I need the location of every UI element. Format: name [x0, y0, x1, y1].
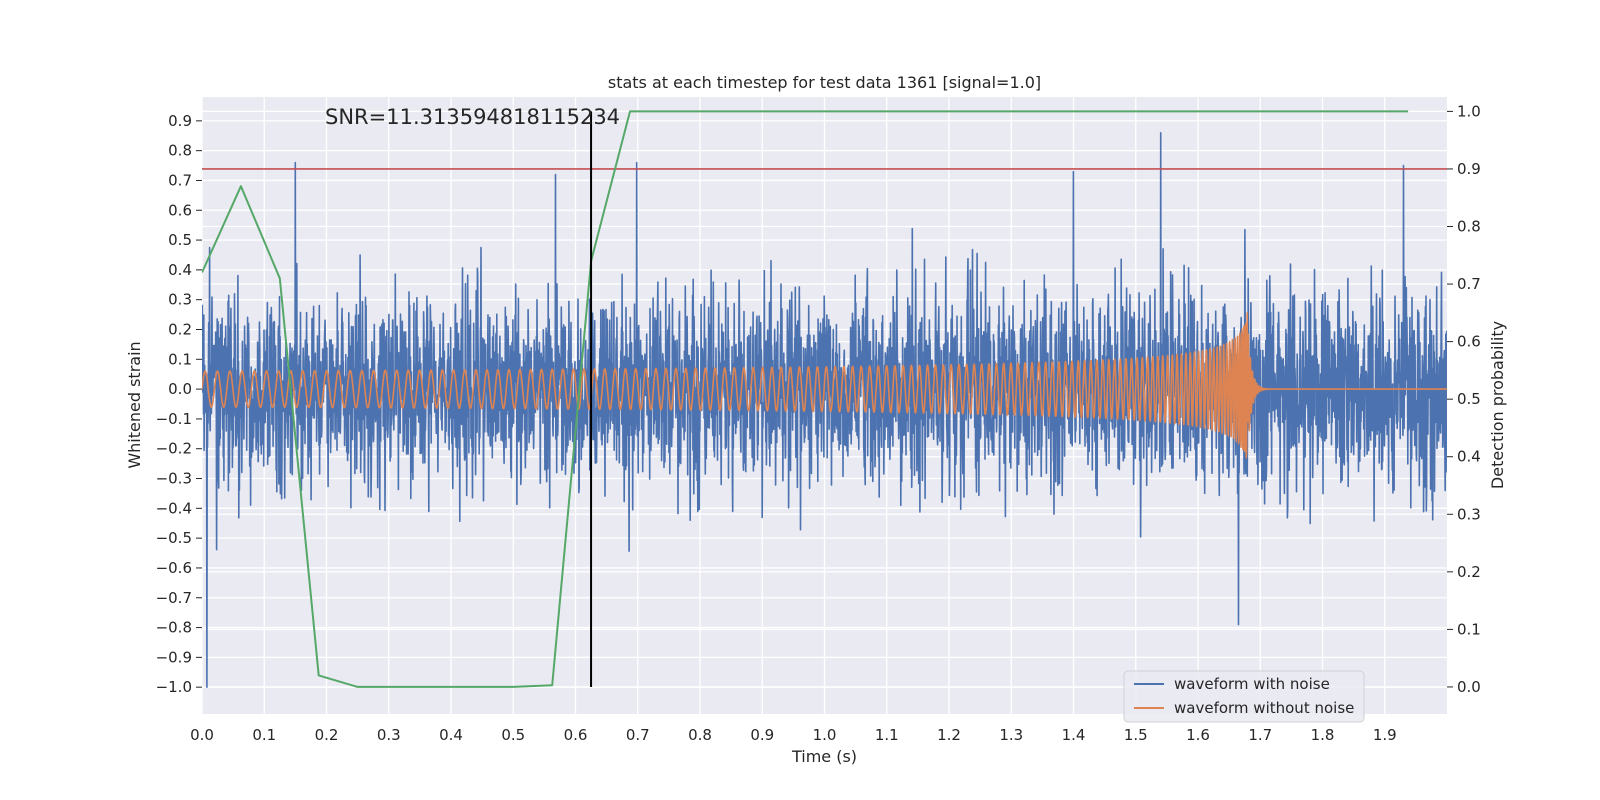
chart-title: stats at each timestep for test data 136…	[608, 73, 1041, 92]
y2-tick-label: 0.5	[1457, 390, 1481, 408]
y-tick-label: 0.6	[168, 201, 192, 219]
y2-tick-label: 0.7	[1457, 275, 1481, 293]
y2-tick-label: 0.0	[1457, 678, 1481, 696]
x-tick-label: 0.3	[377, 726, 401, 744]
x-tick-label: 1.4	[1062, 726, 1086, 744]
ticks: 0.0 0.1 0.2 0.3 0.4 0.5 0.6 0.7 0.8 0.9 1.0 1.1 1.2 1…	[156, 102, 1481, 744]
y-tick-label: 0.7	[168, 171, 192, 189]
y2-axis-label: Detection probability	[1488, 321, 1507, 489]
y2-tick-label: 0.3	[1457, 505, 1481, 523]
y-tick-label: −0.4	[156, 499, 192, 517]
y-tick-label: 0.5	[168, 231, 192, 249]
x-tick-label: 0.2	[315, 726, 339, 744]
y2-tick-label: 0.1	[1457, 620, 1481, 638]
y-axis-label: Whitened strain	[125, 341, 144, 468]
x-tick-label: 0.5	[501, 726, 525, 744]
x-tick-label: 1.1	[875, 726, 899, 744]
x-tick-label: 1.8	[1311, 726, 1335, 744]
x-tick-label: 0.8	[688, 726, 712, 744]
x-tick-label: 0.7	[626, 726, 650, 744]
y-tick-label: −0.6	[156, 559, 192, 577]
x-tick-label: 1.6	[1186, 726, 1210, 744]
y-tick-label: 0.2	[168, 320, 192, 338]
x-tick-label: 0.4	[439, 726, 463, 744]
y-tick-label: 0.0	[168, 380, 192, 398]
snr-annotation: SNR=11.313594818115234	[325, 105, 620, 129]
x-tick-label: 1.3	[999, 726, 1023, 744]
x-tick-label: 1.9	[1373, 726, 1397, 744]
y-tick-label: 0.9	[168, 112, 192, 130]
y-tick-label: −0.1	[156, 410, 192, 428]
series-layer	[202, 110, 1447, 689]
y-tick-label: −0.8	[156, 619, 192, 637]
y-tick-label: 0.3	[168, 291, 192, 309]
series-waveform-without-noise	[202, 311, 1447, 459]
x-tick-label: 0.0	[190, 726, 214, 744]
legend-label-clean: waveform without noise	[1174, 699, 1354, 717]
x-tick-label: 1.5	[1124, 726, 1148, 744]
y-tick-label: 0.4	[168, 261, 192, 279]
y-tick-label: 0.1	[168, 350, 192, 368]
y2-tick-label: 0.4	[1457, 448, 1481, 466]
y-tick-label: −0.5	[156, 529, 192, 547]
y2-tick-label: 0.6	[1457, 333, 1481, 351]
y2-tick-label: 0.8	[1457, 218, 1481, 236]
y-tick-label: −0.3	[156, 470, 192, 488]
y-tick-label: −0.9	[156, 648, 192, 666]
y-tick-label: 0.8	[168, 142, 192, 160]
y-tick-label: −1.0	[156, 678, 192, 696]
series-detection-probability	[202, 110, 1409, 688]
y2-tick-label: 1.0	[1457, 102, 1481, 120]
x-tick-label: 0.1	[252, 726, 276, 744]
legend-box	[1123, 670, 1365, 723]
x-axis-label: Time (s)	[791, 747, 857, 766]
series-clip	[202, 110, 1447, 689]
y2-tick-label: 0.2	[1457, 563, 1481, 581]
x-tick-label: 1.7	[1248, 726, 1272, 744]
y2-tick-label: 0.9	[1457, 160, 1481, 178]
x-tick-label: 0.6	[564, 726, 588, 744]
legend: waveform with noise waveform without noi…	[1123, 670, 1365, 723]
y-tick-label: −0.2	[156, 440, 192, 458]
x-tick-label: 1.2	[937, 726, 961, 744]
x-tick-label: 0.9	[750, 726, 774, 744]
y-tick-label: −0.7	[156, 589, 192, 607]
legend-label-noise: waveform with noise	[1174, 675, 1330, 693]
x-tick-label: 1.0	[813, 726, 837, 744]
